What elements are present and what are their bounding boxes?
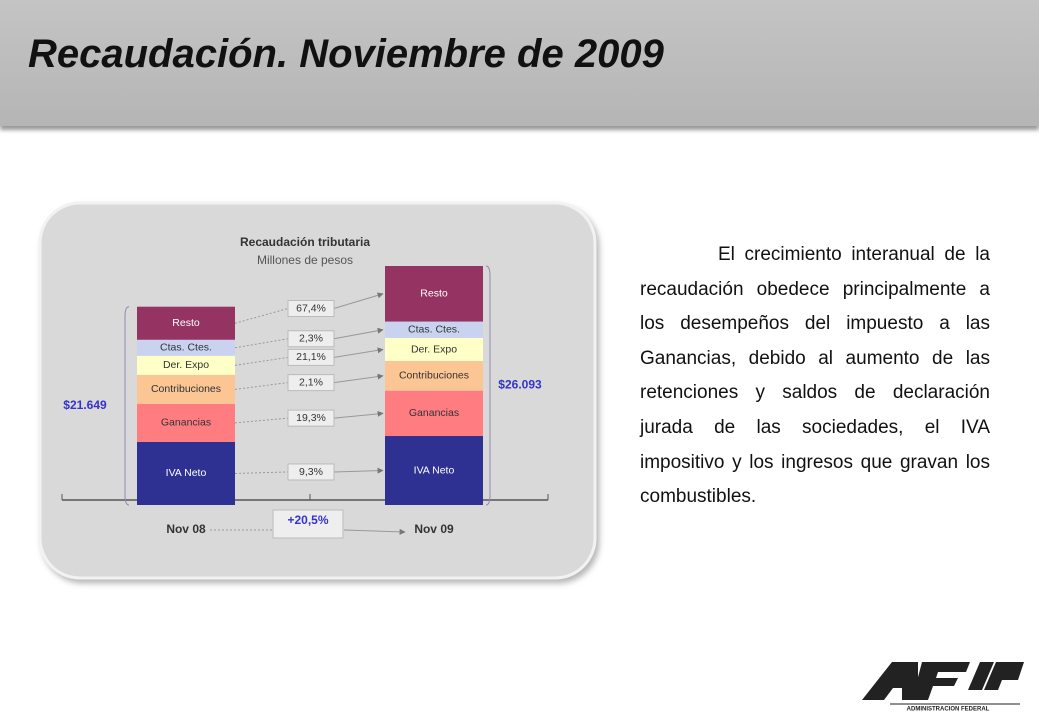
bar-segment: [137, 441, 235, 505]
connector-arrow: [333, 327, 384, 340]
segment-label: Resto: [172, 317, 200, 329]
connector: [234, 382, 289, 390]
bar-segment: [385, 390, 483, 437]
bar-segment: [137, 403, 235, 442]
growth-label: 19,3%: [296, 412, 326, 424]
segment-label: Ctas. Ctes.: [408, 324, 460, 336]
bar-segment: [385, 266, 483, 322]
connector: [234, 356, 289, 366]
segment-label: Resto: [420, 288, 448, 300]
connector-arrow: [333, 410, 384, 419]
total-bracket: [485, 265, 491, 506]
growth-box: [287, 463, 335, 481]
bar-segment: [385, 337, 483, 362]
logo-caption: ADMINISTRACION FEDERAL: [907, 707, 990, 713]
logo: ADMINISTRACION FEDERAL: [862, 662, 1024, 713]
connector-arrow: [333, 292, 384, 309]
total-bracket: [124, 306, 130, 506]
bar-segment: [137, 306, 235, 340]
connector: [234, 471, 289, 474]
growth-box: [287, 374, 335, 392]
segment-label: IVA Neto: [166, 467, 207, 479]
growth-label: 21,1%: [296, 351, 326, 363]
connector: [234, 417, 289, 424]
growth-box: [272, 509, 344, 539]
connector: [234, 338, 289, 349]
x-tick-label: Nov 09: [414, 522, 454, 536]
segment-label: Contribuciones: [151, 383, 221, 395]
connector-arrow: [333, 373, 384, 384]
total-growth-label: +20,5%: [287, 513, 328, 527]
slide-title: Recaudación. Noviembre de 2009: [28, 32, 664, 76]
growth-box: [287, 348, 335, 366]
bar-segment: [385, 361, 483, 391]
growth-box: [287, 300, 335, 318]
bar-segment: [137, 355, 235, 375]
connector: [234, 308, 289, 324]
growth-label: 2,3%: [299, 333, 323, 345]
growth-label: 67,4%: [296, 302, 326, 314]
chart-title: Recaudación tributaria: [240, 235, 370, 249]
bar-segment: [385, 436, 483, 505]
connector-arrow: [333, 467, 384, 474]
paragraph: El crecimiento interanual de la recaudac…: [640, 244, 990, 508]
segment-label: Der. Expo: [163, 359, 209, 371]
segment-label: IVA Neto: [414, 464, 455, 476]
segment-label: Ganancias: [161, 417, 211, 429]
x-tick-label: Nov 08: [166, 522, 206, 536]
bar-segment: [137, 374, 235, 404]
growth-box: [287, 409, 335, 427]
bar-segment: [385, 321, 483, 338]
total-label: $26.093: [498, 378, 542, 392]
bar-segment: [137, 339, 235, 356]
segment-label: Ganancias: [409, 407, 459, 419]
growth-label: 9,3%: [299, 466, 323, 478]
chart-subtitle: Millones de pesos: [257, 253, 353, 267]
total-label: $21.649: [63, 398, 107, 412]
connector-arrow: [333, 347, 384, 358]
growth-label: 2,1%: [299, 376, 323, 388]
segment-label: Ctas. Ctes.: [160, 342, 212, 354]
segment-label: Contribuciones: [399, 370, 469, 382]
segment-label: Der. Expo: [411, 343, 457, 355]
growth-box: [287, 330, 335, 348]
connector-arrow: [343, 528, 406, 535]
header-band: [0, 0, 1039, 126]
